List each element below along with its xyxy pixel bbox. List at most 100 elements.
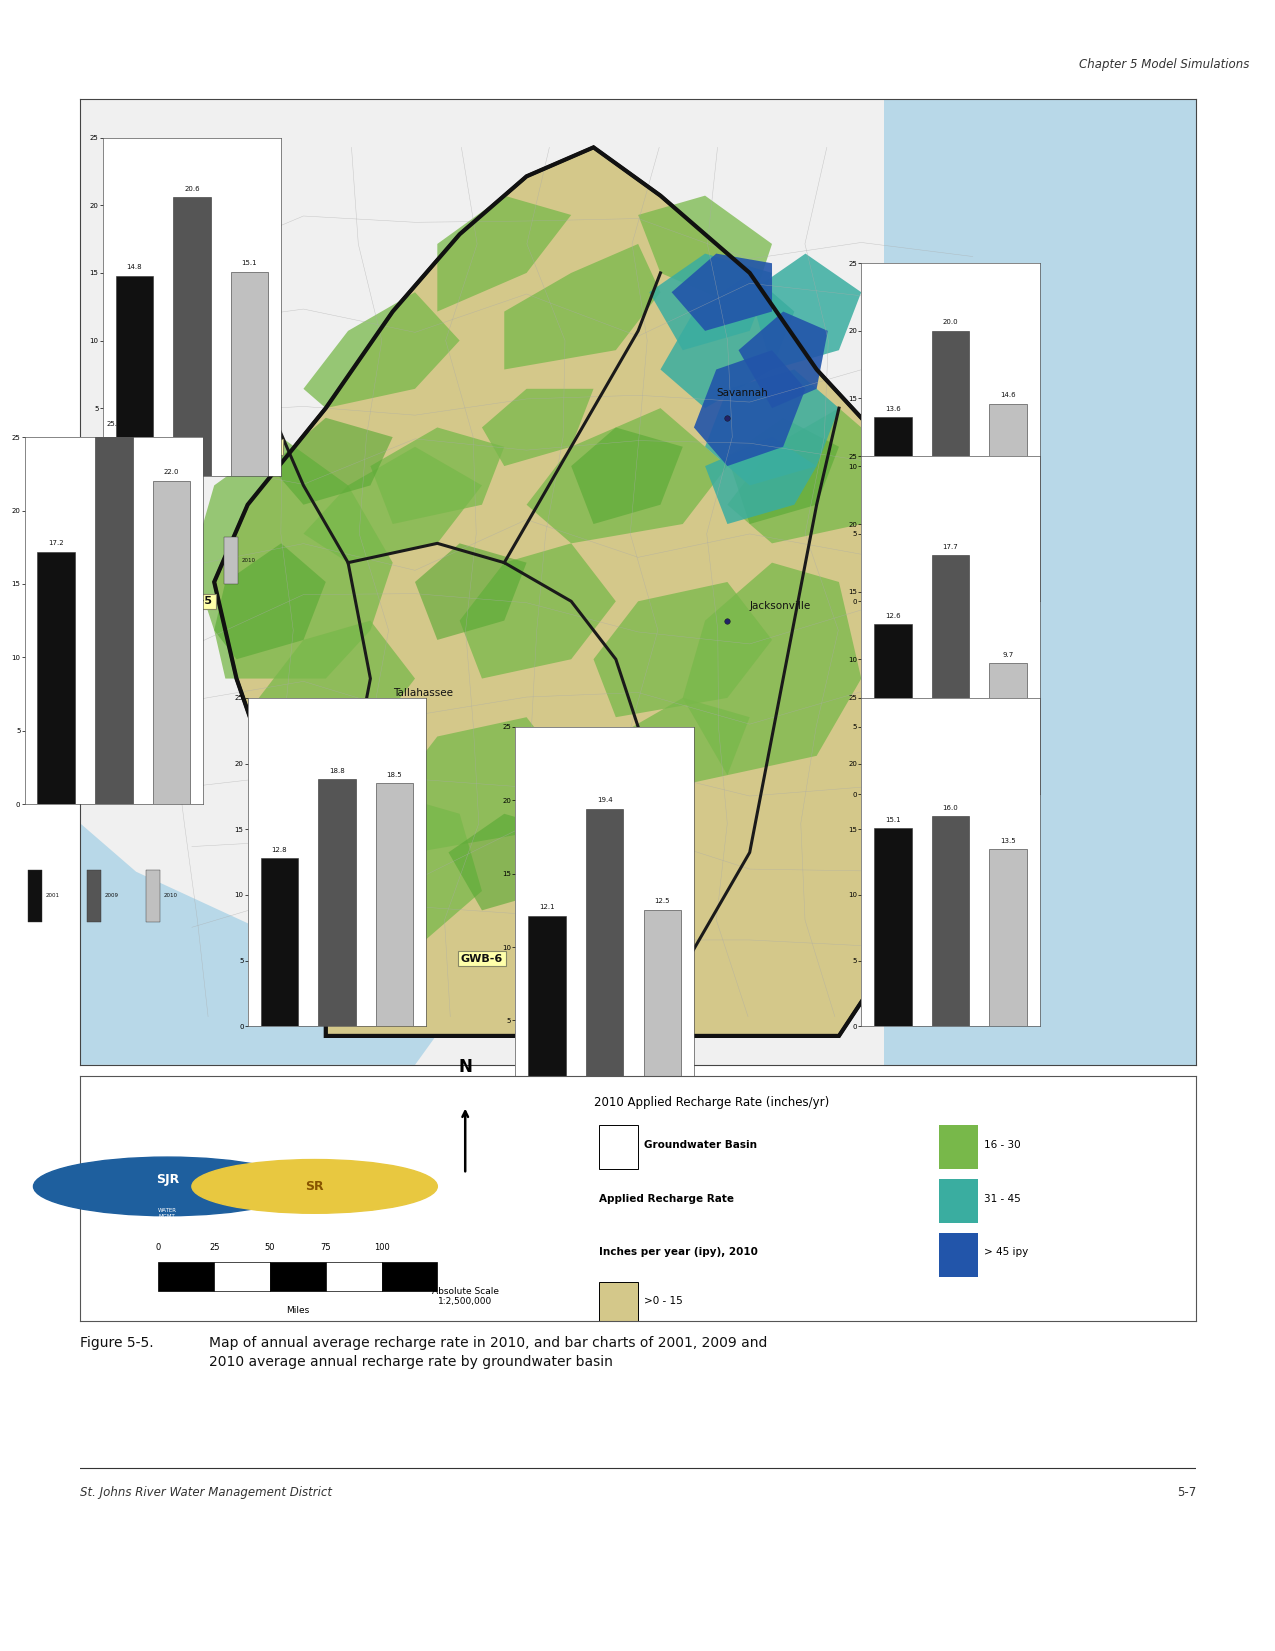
Circle shape xyxy=(33,1157,301,1215)
Bar xyxy=(983,1085,997,1131)
Bar xyxy=(884,99,1196,1065)
Text: 22.0: 22.0 xyxy=(163,469,179,475)
Text: 2010: 2010 xyxy=(1001,877,1015,882)
Bar xyxy=(158,1261,214,1291)
Bar xyxy=(519,1161,533,1212)
Bar xyxy=(231,271,268,475)
Text: 2009: 2009 xyxy=(941,684,955,688)
Bar xyxy=(644,910,681,1095)
Text: 2009: 2009 xyxy=(941,877,955,882)
Text: Jacksonville: Jacksonville xyxy=(750,601,811,611)
Polygon shape xyxy=(527,408,727,543)
Text: 2001: 2001 xyxy=(124,558,138,563)
Text: 12.8: 12.8 xyxy=(272,847,287,854)
Polygon shape xyxy=(660,272,794,408)
Bar xyxy=(864,855,878,903)
Text: 2009: 2009 xyxy=(105,893,119,898)
Polygon shape xyxy=(504,244,660,370)
Bar xyxy=(224,537,238,584)
Polygon shape xyxy=(616,698,750,794)
Text: 2001: 2001 xyxy=(882,1106,896,1111)
Text: 12.5: 12.5 xyxy=(654,898,669,905)
Bar xyxy=(173,196,210,475)
Polygon shape xyxy=(214,543,326,659)
Text: 13.5: 13.5 xyxy=(1001,837,1016,844)
Polygon shape xyxy=(191,438,393,679)
Text: 16.0: 16.0 xyxy=(942,804,959,811)
Polygon shape xyxy=(884,99,1196,390)
Bar xyxy=(636,1161,652,1212)
Bar xyxy=(376,783,413,1027)
Bar xyxy=(326,1261,381,1291)
Bar xyxy=(260,859,298,1027)
Text: 2009: 2009 xyxy=(184,558,196,563)
Text: Applied Recharge Rate: Applied Recharge Rate xyxy=(599,1194,734,1204)
Text: GWB-6: GWB-6 xyxy=(460,954,504,964)
Bar xyxy=(528,916,566,1095)
Text: 0: 0 xyxy=(156,1243,161,1253)
Polygon shape xyxy=(214,147,973,1035)
Polygon shape xyxy=(414,543,527,641)
Bar xyxy=(153,480,190,804)
Polygon shape xyxy=(393,717,571,852)
Polygon shape xyxy=(482,390,593,466)
Text: 15.1: 15.1 xyxy=(242,261,258,266)
Bar xyxy=(923,1085,938,1131)
Polygon shape xyxy=(80,824,470,1065)
Polygon shape xyxy=(303,292,459,408)
Text: 2010: 2010 xyxy=(654,1184,668,1189)
Polygon shape xyxy=(727,408,905,543)
Text: 9.7: 9.7 xyxy=(1002,652,1014,657)
Text: 2010: 2010 xyxy=(386,1106,400,1111)
Text: 14.6: 14.6 xyxy=(1001,393,1016,398)
Bar xyxy=(381,1261,437,1291)
Text: 25.3: 25.3 xyxy=(106,421,121,428)
Text: Map of annual average recharge rate in 2010, and bar charts of 2001, 2009 and
20: Map of annual average recharge rate in 2… xyxy=(209,1336,768,1369)
Text: > 45 ipy: > 45 ipy xyxy=(984,1248,1028,1258)
Text: WATER
MGMT: WATER MGMT xyxy=(158,1209,177,1218)
Polygon shape xyxy=(705,438,816,523)
Bar xyxy=(368,1085,384,1131)
Text: Groundwater Basin: Groundwater Basin xyxy=(644,1139,757,1149)
Text: GWB-2: GWB-2 xyxy=(237,442,280,452)
Text: Tallahassee: Tallahassee xyxy=(393,688,453,698)
Bar xyxy=(932,816,969,1027)
Text: Inches per year (ipy), 2010: Inches per year (ipy), 2010 xyxy=(599,1248,757,1258)
Polygon shape xyxy=(638,196,771,312)
Bar xyxy=(270,1261,326,1291)
Text: Miles: Miles xyxy=(287,1306,310,1316)
Text: 50: 50 xyxy=(265,1243,275,1253)
Circle shape xyxy=(191,1159,437,1213)
Text: 2010: 2010 xyxy=(1001,684,1015,688)
Text: 100: 100 xyxy=(374,1243,389,1253)
Bar xyxy=(983,855,997,903)
Text: 2009: 2009 xyxy=(328,1106,342,1111)
Bar xyxy=(214,1261,270,1291)
Text: 25: 25 xyxy=(209,1243,219,1253)
Bar xyxy=(875,827,912,1027)
Polygon shape xyxy=(571,428,683,523)
Bar xyxy=(864,1085,878,1131)
Text: St. Johns River Water Management District: St. Johns River Water Management Distric… xyxy=(80,1486,333,1499)
Text: 18.5: 18.5 xyxy=(386,773,403,778)
Text: GWB-7: GWB-7 xyxy=(963,789,1005,799)
Text: 2001: 2001 xyxy=(269,1106,283,1111)
Text: 2009: 2009 xyxy=(941,1106,955,1111)
Text: 20.0: 20.0 xyxy=(942,319,959,325)
Text: Figure 5-5.: Figure 5-5. xyxy=(80,1336,154,1349)
Bar xyxy=(932,555,969,794)
Bar xyxy=(875,624,912,794)
Bar xyxy=(28,870,42,921)
Bar xyxy=(578,1161,592,1212)
Text: Savannah: Savannah xyxy=(717,388,768,398)
Bar xyxy=(932,330,969,601)
Text: 2009: 2009 xyxy=(595,1184,609,1189)
Bar xyxy=(319,779,356,1027)
Polygon shape xyxy=(270,418,393,505)
Text: 2001: 2001 xyxy=(882,877,896,882)
Bar xyxy=(87,870,101,921)
Text: GWB-5: GWB-5 xyxy=(171,596,213,606)
Bar xyxy=(989,404,1026,601)
Text: 16 - 30: 16 - 30 xyxy=(984,1139,1020,1149)
Polygon shape xyxy=(694,350,806,466)
